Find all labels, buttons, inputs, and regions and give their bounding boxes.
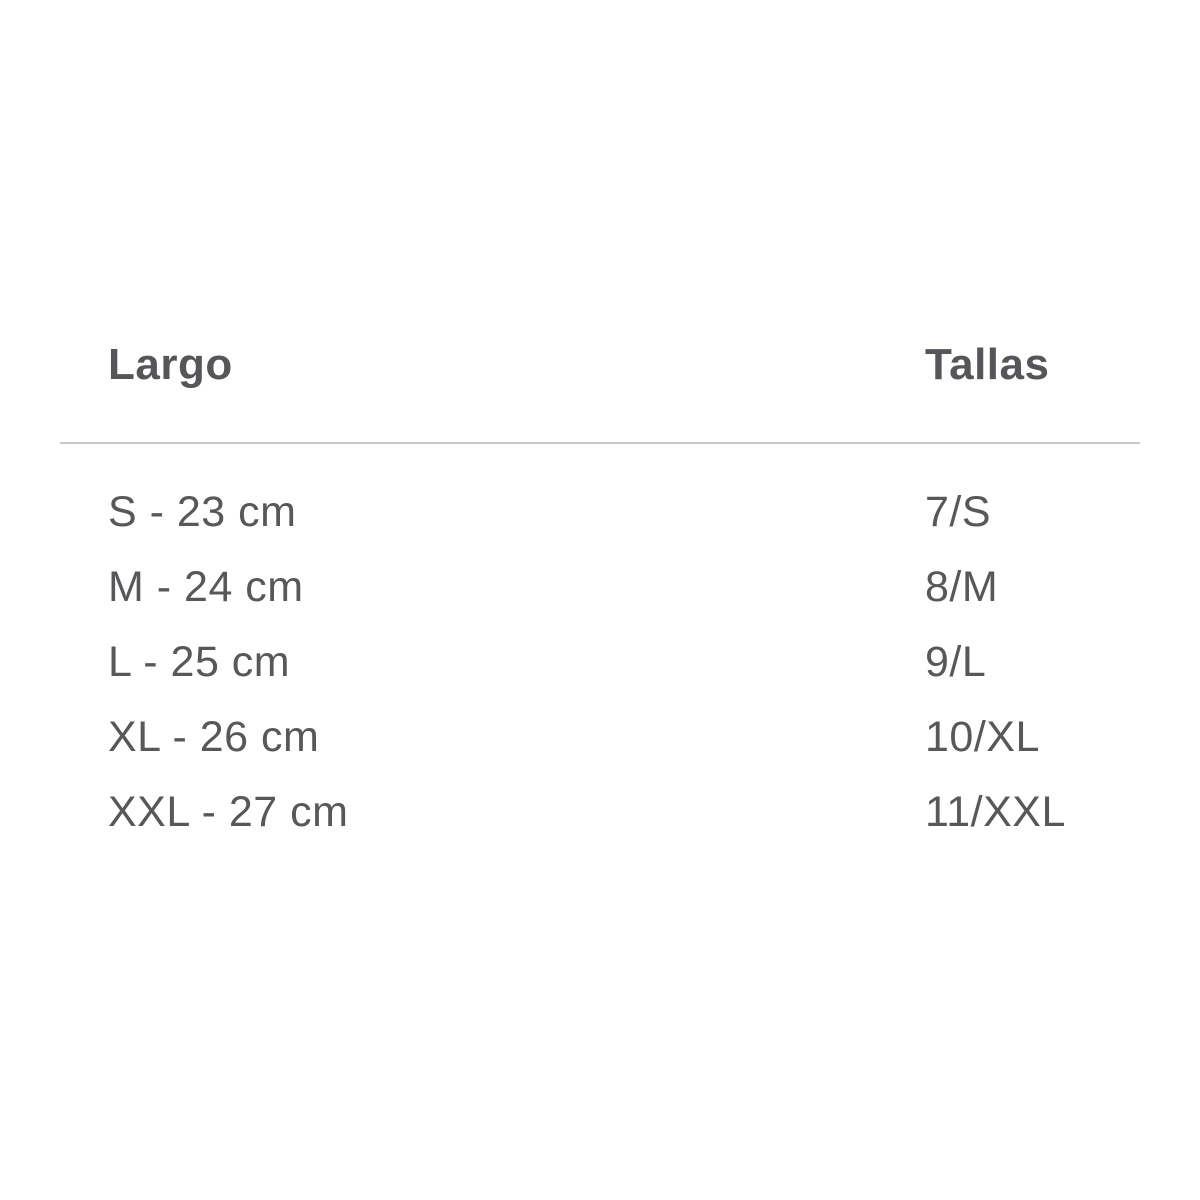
table-row: L - 25 cm 9/L (0, 625, 1200, 700)
cell-largo: XL - 26 cm (108, 713, 320, 761)
cell-tallas: 8/M (925, 563, 999, 611)
size-chart-rows: S - 23 cm 7/S M - 24 cm 8/M L - 25 cm 9/… (0, 475, 1200, 850)
table-row: M - 24 cm 8/M (0, 550, 1200, 625)
cell-tallas: 7/S (925, 488, 992, 536)
size-chart-header-row: Largo Tallas (0, 337, 1200, 393)
header-divider (60, 442, 1140, 444)
cell-largo: M - 24 cm (108, 563, 304, 611)
table-row: S - 23 cm 7/S (0, 475, 1200, 550)
cell-tallas: 11/XXL (925, 788, 1066, 836)
column-header-tallas: Tallas (925, 340, 1050, 389)
table-row: XXL - 27 cm 11/XXL (0, 775, 1200, 850)
cell-tallas: 9/L (925, 638, 987, 686)
table-row: XL - 26 cm 10/XL (0, 700, 1200, 775)
cell-largo: L - 25 cm (108, 638, 291, 686)
cell-tallas: 10/XL (925, 713, 1040, 761)
cell-largo: S - 23 cm (108, 488, 297, 536)
cell-largo: XXL - 27 cm (108, 788, 349, 836)
column-header-largo: Largo (108, 340, 233, 389)
